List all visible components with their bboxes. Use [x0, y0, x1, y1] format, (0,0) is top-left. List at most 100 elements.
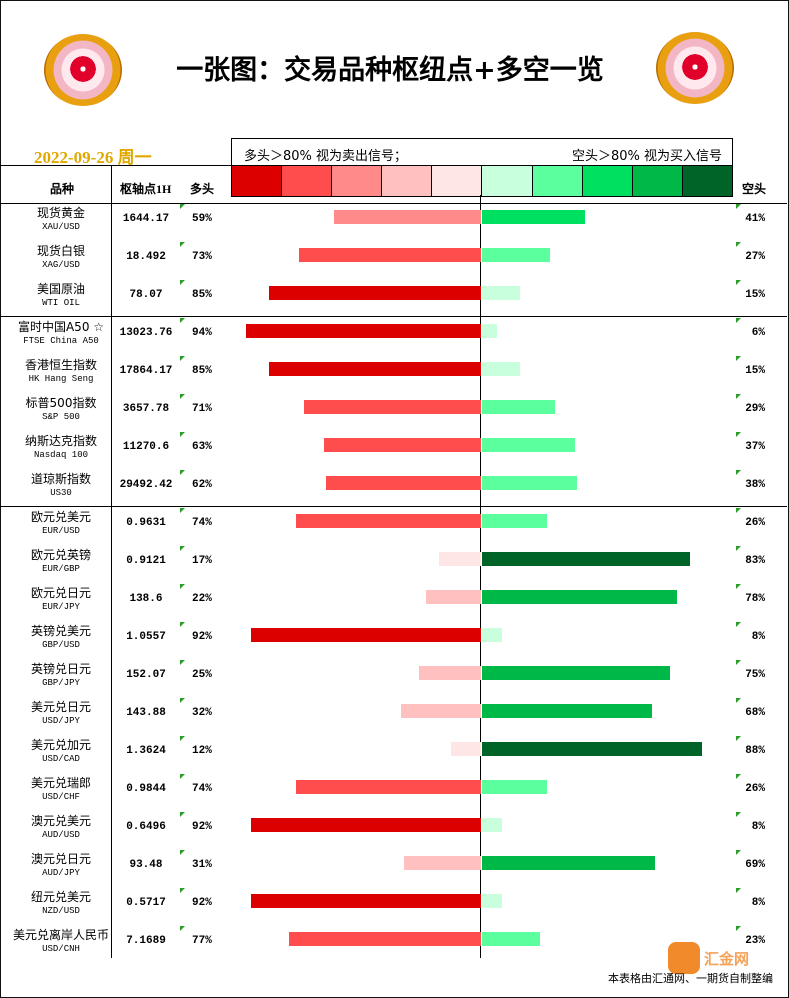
- pivot-value: 1644.17: [122, 213, 170, 225]
- bull-percent: 62%: [192, 479, 212, 491]
- instrument-code: USD/JPY: [42, 716, 80, 726]
- bull-bar: [326, 476, 481, 490]
- bear-bar: [482, 704, 652, 718]
- cell-marker: [180, 660, 185, 665]
- instrument-label: 欧元兑英镑: [30, 548, 91, 562]
- cell-marker: [180, 926, 185, 931]
- instrument-code: WTI OIL: [42, 298, 80, 308]
- cell-marker: [736, 584, 741, 589]
- cell-marker: [736, 698, 741, 703]
- pivot-value: 3657.78: [122, 403, 170, 415]
- bear-bar: [482, 476, 577, 490]
- instrument-code: AUD/USD: [42, 830, 80, 840]
- cell-marker: [736, 622, 741, 627]
- bear-bar: [482, 514, 547, 528]
- bull-bar: [401, 704, 481, 718]
- bull-percent: 73%: [192, 251, 212, 263]
- bear-bar: [482, 666, 670, 680]
- legend-swatch: [232, 166, 283, 196]
- group-divider: [0, 316, 787, 317]
- bear-percent: 37%: [745, 441, 765, 453]
- pivot-value: 1.0557: [126, 631, 166, 643]
- table-row: 现货黄金 XAU/USD 1644.17 59% 41%: [0, 203, 787, 241]
- instrument-name: 英镑兑日元 GBP/JPY: [4, 662, 118, 690]
- bull-bar: [298, 248, 481, 262]
- legend-swatch: [432, 166, 483, 196]
- cell-marker: [180, 850, 185, 855]
- pivot-value: 17864.17: [119, 365, 173, 377]
- bull-percent: 12%: [192, 745, 212, 757]
- bear-bar: [482, 552, 690, 566]
- instrument-name: 英镑兑美元 GBP/USD: [4, 624, 118, 652]
- bear-bar: [482, 590, 677, 604]
- cell-marker: [180, 508, 185, 513]
- bear-bar: [482, 780, 547, 794]
- cell-marker: [180, 546, 185, 551]
- watermark-logo-icon: [668, 942, 700, 974]
- pivot-value: 0.9121: [126, 555, 166, 567]
- table-row: 欧元兑日元 EUR/JPY 138.6 22% 78%: [0, 583, 787, 621]
- instrument-label: 美元兑离岸人民币: [12, 928, 109, 942]
- bull-bar: [426, 590, 481, 604]
- table-row: 欧元兑美元 EUR/USD 0.9631 74% 26%: [0, 507, 787, 545]
- bear-percent: 8%: [751, 821, 765, 833]
- bull-bar: [296, 514, 481, 528]
- table-row: 标普500指数 S&P 500 3657.78 71% 29%: [0, 393, 787, 431]
- cell-marker: [180, 812, 185, 817]
- instrument-code: EUR/GBP: [42, 564, 80, 574]
- instrument-name: 道琼斯指数 US30: [4, 472, 118, 500]
- instrument-code: AUD/JPY: [42, 868, 80, 878]
- bull-percent: 74%: [192, 783, 212, 795]
- table-row: 香港恒生指数 HK Hang Seng 17864.17 85% 15%: [0, 355, 787, 393]
- table-row: 现货白银 XAG/USD 18.492 73% 27%: [0, 241, 787, 279]
- instrument-code: NZD/USD: [42, 906, 80, 916]
- legend-swatch: [382, 166, 433, 196]
- instrument-code: US30: [50, 488, 72, 498]
- cell-marker: [736, 280, 741, 285]
- cell-marker: [736, 242, 741, 247]
- pivot-value: 29492.42: [119, 479, 173, 491]
- instrument-name: 美元兑加元 USD/CAD: [4, 738, 118, 766]
- pivot-value: 1.3624: [126, 745, 166, 757]
- table-row: 美元兑日元 USD/JPY 143.88 32% 68%: [0, 697, 787, 735]
- bear-percent: 75%: [745, 669, 765, 681]
- cell-marker: [736, 774, 741, 779]
- table-row: 道琼斯指数 US30 29492.42 62% 38%: [0, 469, 787, 507]
- bear-percent: 78%: [745, 593, 765, 605]
- cell-marker: [736, 394, 741, 399]
- bull-percent: 92%: [192, 631, 212, 643]
- bull-percent: 31%: [192, 859, 212, 871]
- cell-marker: [736, 888, 741, 893]
- instrument-name: 纽元兑美元 NZD/USD: [4, 890, 118, 918]
- instrument-label: 澳元兑美元: [30, 814, 91, 828]
- instrument-label: 美元兑日元: [30, 700, 91, 714]
- bull-percent: 77%: [192, 935, 212, 947]
- bull-bar: [296, 780, 481, 794]
- pivot-value: 0.9844: [126, 783, 166, 795]
- bear-bar: [482, 438, 575, 452]
- bear-percent: 26%: [745, 517, 765, 529]
- bear-percent: 69%: [745, 859, 765, 871]
- instrument-code: USD/CNH: [42, 944, 80, 954]
- instrument-label: 欧元兑美元: [30, 510, 91, 524]
- cell-marker: [180, 242, 185, 247]
- bull-percent: 59%: [192, 213, 212, 225]
- bear-percent: 88%: [745, 745, 765, 757]
- cell-marker: [180, 318, 185, 323]
- bull-bar: [268, 362, 481, 376]
- bull-bar: [303, 400, 481, 414]
- watermark: 汇金网: [704, 950, 750, 968]
- header-bull: 多头: [190, 182, 215, 196]
- cell-marker: [736, 736, 741, 741]
- bear-percent: 29%: [745, 403, 765, 415]
- header-top-line: [0, 165, 231, 166]
- bull-percent: 94%: [192, 327, 212, 339]
- instrument-label: 富时中国A50 ☆: [17, 320, 105, 334]
- color-scale: [232, 165, 732, 196]
- table-row: 欧元兑英镑 EUR/GBP 0.9121 17% 83%: [0, 545, 787, 583]
- bear-bar: [482, 248, 550, 262]
- cell-marker: [736, 660, 741, 665]
- instrument-name: 标普500指数 S&P 500: [4, 396, 118, 424]
- bear-bar: [482, 324, 497, 338]
- cell-marker: [180, 698, 185, 703]
